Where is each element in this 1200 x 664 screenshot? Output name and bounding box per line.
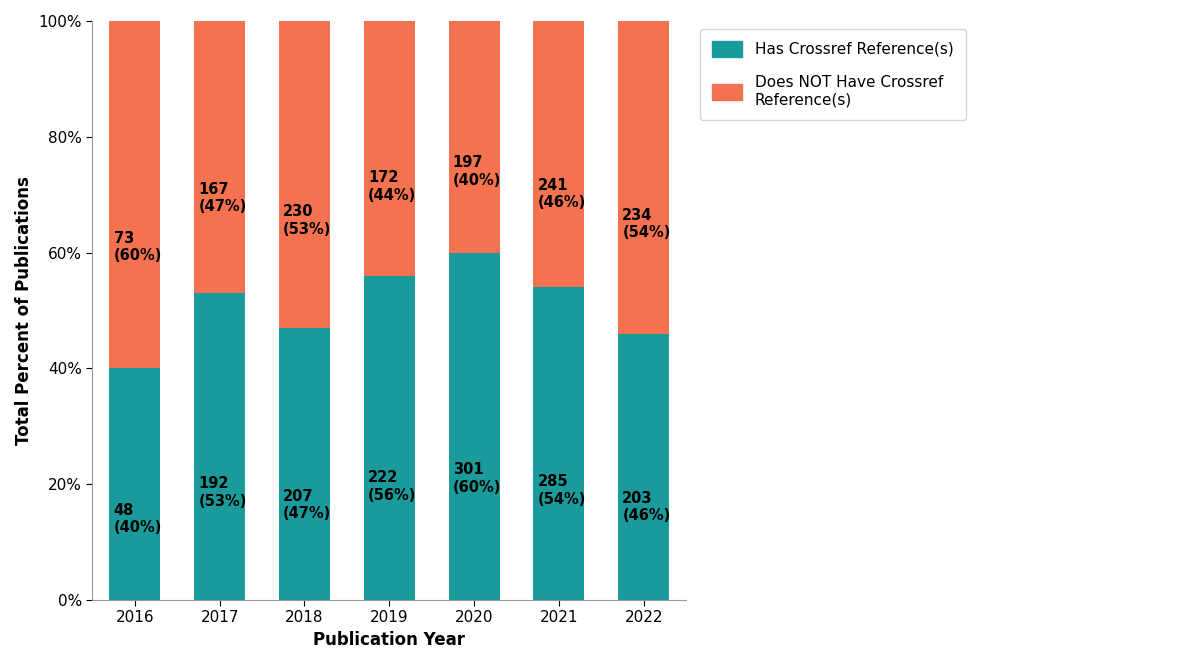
Text: 172
(44%): 172 (44%) [368,171,416,203]
X-axis label: Publication Year: Publication Year [313,631,466,649]
Text: 167
(47%): 167 (47%) [198,182,246,214]
Bar [194,21,245,293]
Bar [280,328,330,600]
Text: 48
(40%): 48 (40%) [114,503,162,535]
Bar [534,288,584,600]
Text: 192
(53%): 192 (53%) [198,476,247,509]
Bar [364,276,415,600]
Text: 222
(56%): 222 (56%) [368,470,416,503]
Text: 197
(40%): 197 (40%) [452,155,502,188]
Text: 285
(54%): 285 (54%) [538,474,586,507]
Text: 301
(60%): 301 (60%) [452,462,502,495]
Text: 230
(53%): 230 (53%) [283,205,331,236]
Bar [194,293,245,600]
Bar [449,21,499,252]
Bar [618,334,670,600]
Text: 241
(46%): 241 (46%) [538,178,586,210]
Bar [618,21,670,334]
Bar [534,21,584,288]
Bar [364,21,415,276]
Text: 207
(47%): 207 (47%) [283,489,331,521]
Bar [280,21,330,328]
Text: 203
(46%): 203 (46%) [623,491,671,523]
Legend: Has Crossref Reference(s), Does NOT Have Crossref
Reference(s): Has Crossref Reference(s), Does NOT Have… [700,29,966,120]
Text: 73
(60%): 73 (60%) [114,230,162,263]
Bar [109,21,161,369]
Text: 234
(54%): 234 (54%) [623,208,671,240]
Bar [109,369,161,600]
Y-axis label: Total Percent of Publications: Total Percent of Publications [14,176,34,445]
Bar [449,252,499,600]
